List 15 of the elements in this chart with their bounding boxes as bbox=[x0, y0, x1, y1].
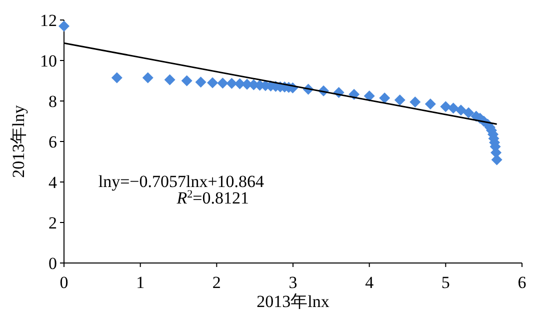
y-tick-label: 0 bbox=[48, 254, 57, 273]
x-tick-label: 6 bbox=[518, 273, 526, 292]
y-axis-title: 2013年lny bbox=[9, 104, 28, 178]
y-tick-label: 10 bbox=[40, 52, 57, 70]
x-tick-label: 2 bbox=[212, 273, 221, 292]
x-tick-label: 1 bbox=[136, 273, 145, 292]
y-tick-label: 6 bbox=[48, 132, 57, 152]
y-tick-label: 8 bbox=[48, 92, 57, 111]
x-tick-label: 4 bbox=[365, 273, 374, 292]
x-tick-label: 3 bbox=[288, 273, 298, 292]
y-tick-label: 2 bbox=[48, 214, 57, 232]
x-axis-title: 2013年lnx bbox=[256, 292, 330, 311]
y-tick-label: 12 bbox=[40, 11, 57, 30]
y-tick-label: 4 bbox=[48, 173, 58, 192]
x-tick-label: 5 bbox=[441, 273, 450, 292]
